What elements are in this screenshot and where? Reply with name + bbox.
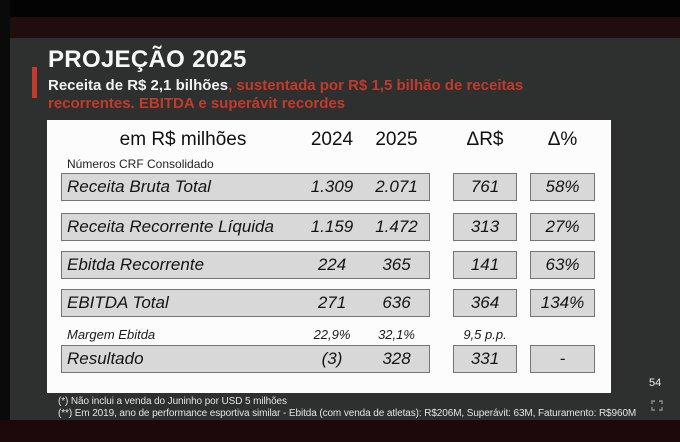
row-label: Margem Ebitda <box>67 326 156 342</box>
subtitle-highlight: Receita de R$ 2,1 bilhões <box>48 77 229 94</box>
table-row: Ebitda Recorrente 224 365 141 63% <box>47 251 611 279</box>
table-header-row: em R$ milhões 2024 2025 ΔR$ Δ% <box>47 126 611 154</box>
subtitle-red-text: , sustentada por R$ 1,5 bilhão de receit… <box>48 77 524 112</box>
pct-box <box>530 345 595 373</box>
value-pct: 27% <box>545 217 580 236</box>
value-delta: 9,5 p.p. <box>463 326 507 342</box>
value-2025: 32,1% <box>378 326 415 342</box>
pct-box <box>530 213 595 241</box>
top-maroon-band <box>0 17 680 38</box>
delta-box <box>453 251 517 279</box>
pct-box <box>530 173 595 201</box>
row-box <box>61 173 430 201</box>
table-row: EBITDA Total 271 636 364 134% <box>47 289 611 317</box>
column-header-delta: ΔR$ <box>466 129 504 150</box>
row-box <box>61 289 430 317</box>
table-note: Números CRF Consolidado <box>67 157 214 171</box>
row-box <box>61 345 430 373</box>
value-2024: 1.309 <box>310 177 354 196</box>
table-row: Receita Bruta Total 1.309 2.071 761 58% <box>47 173 611 201</box>
row-label: EBITDA Total <box>67 293 169 312</box>
column-header-2024: 2024 <box>310 129 354 150</box>
value-2024: 22,9% <box>313 326 351 342</box>
financial-table-panel: em R$ milhões 2024 2025 ΔR$ Δ% Números C… <box>47 120 611 393</box>
value-pct: 63% <box>545 255 580 274</box>
row-label: Receita Recorrente Líquida <box>67 217 274 236</box>
title-accent-bar <box>32 67 37 98</box>
row-label: Resultado <box>67 349 144 368</box>
column-header-pct: Δ% <box>547 129 578 150</box>
row-label: Ebitda Recorrente <box>67 255 205 274</box>
value-delta: 364 <box>470 293 500 312</box>
column-header-2025: 2025 <box>375 129 418 150</box>
delta-box <box>453 173 517 201</box>
delta-box <box>453 213 517 241</box>
value-pct: - <box>559 349 566 368</box>
row-label: Receita Bruta Total <box>67 177 211 196</box>
slide-title: PROJEÇÃO 2025 <box>48 46 247 73</box>
value-delta: 761 <box>470 177 500 196</box>
value-pct <box>530 324 595 344</box>
bottom-maroon-band <box>0 420 680 442</box>
row-box <box>61 213 430 241</box>
pct-box <box>530 251 595 279</box>
footnote-line: (*) Não inclui a venda do Juninho por US… <box>58 396 287 407</box>
value-2025: 2.071 <box>375 177 418 196</box>
table-row: Receita Recorrente Líquida 1.159 1.472 3… <box>47 213 611 241</box>
delta-box <box>453 289 517 317</box>
value-2025: 328 <box>382 349 411 368</box>
footnotes: (*) Não inclui a venda do Juninho por US… <box>58 396 636 419</box>
row-box <box>61 251 430 279</box>
value-delta: 313 <box>470 217 500 236</box>
resultado-row: Resultado (3) 328 331 - <box>47 345 611 373</box>
unit-header: em R$ milhões <box>119 129 247 150</box>
fullscreen-icon[interactable] <box>650 399 664 412</box>
margem-ebitda-row: Margem Ebitda 22,9% 32,1% 9,5 p.p. <box>47 324 611 344</box>
value-2024: (3) <box>321 349 343 368</box>
value-pct: 134% <box>540 293 585 312</box>
delta-box <box>453 345 517 373</box>
slide-subtitle: Receita de R$ 2,1 bilhões, sustentada po… <box>48 77 600 113</box>
value-delta: 331 <box>470 349 500 368</box>
value-2024: 224 <box>317 255 347 274</box>
value-2025: 365 <box>382 255 411 274</box>
value-2025: 1.472 <box>375 217 418 236</box>
footnote-line: (**) Em 2019, ano de performance esporti… <box>58 407 637 419</box>
value-2025: 636 <box>382 293 411 312</box>
value-pct: 58% <box>545 177 580 196</box>
page-number: 54 <box>649 377 662 389</box>
top-black-band <box>0 0 680 17</box>
value-2024: 1.159 <box>310 217 354 236</box>
value-delta: 141 <box>470 255 500 274</box>
left-black-strip <box>0 0 10 421</box>
value-2024: 271 <box>317 293 347 312</box>
pct-box <box>530 289 595 317</box>
